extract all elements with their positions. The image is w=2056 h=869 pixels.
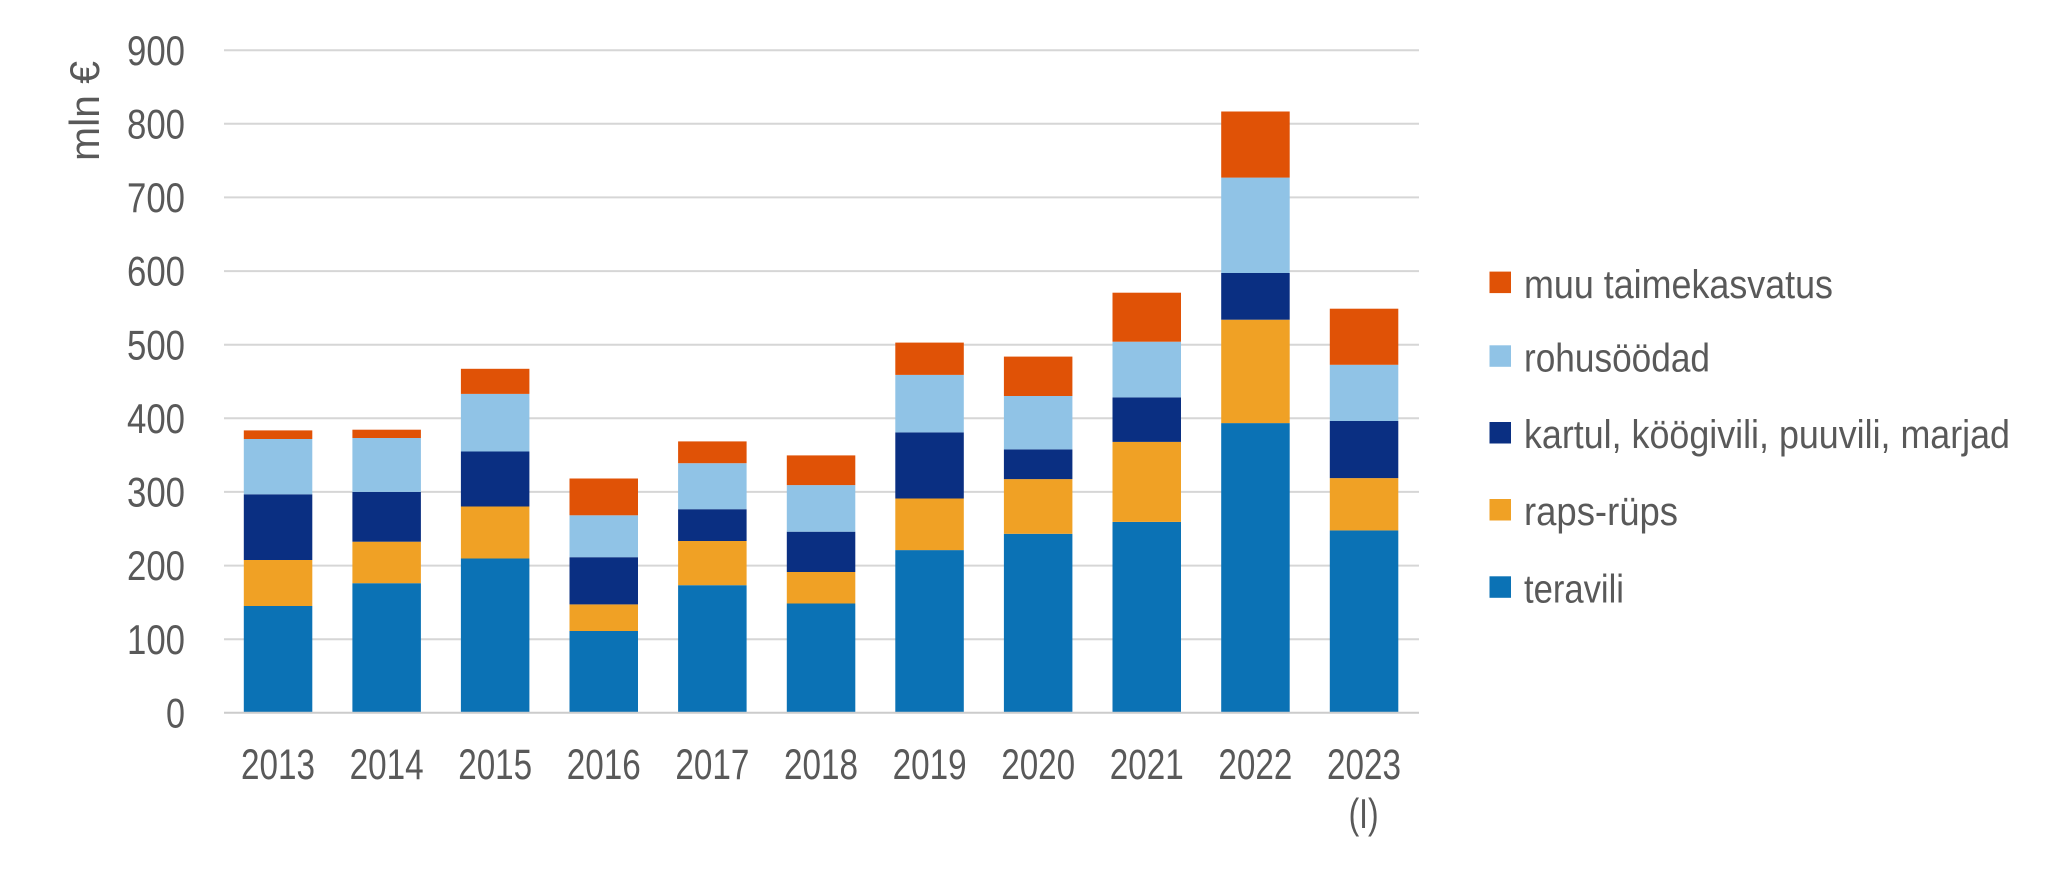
svg-text:kartul, köögivili, puuvili, ma: kartul, köögivili, puuvili, marjad [1524,413,2010,457]
svg-text:2023: 2023 [1327,741,1401,789]
svg-text:2017: 2017 [675,741,749,789]
svg-text:2018: 2018 [784,741,858,789]
svg-text:2013: 2013 [241,741,315,789]
svg-text:2014: 2014 [350,741,424,789]
svg-text:(I): (I) [1349,790,1379,837]
svg-text:2015: 2015 [458,741,532,789]
svg-text:2022: 2022 [1218,741,1292,789]
svg-text:raps-rüps: raps-rüps [1524,490,1678,534]
svg-text:2021: 2021 [1110,741,1184,789]
svg-text:2020: 2020 [1001,741,1075,789]
svg-text:600: 600 [127,248,185,295]
svg-text:200: 200 [127,542,185,589]
svg-text:100: 100 [127,616,185,663]
svg-text:mln €: mln € [61,61,108,161]
svg-text:teravili: teravili [1524,568,1624,612]
svg-text:900: 900 [127,27,185,74]
svg-text:rohusöödad: rohusöödad [1524,337,1710,381]
svg-text:700: 700 [127,174,185,221]
svg-text:muu taimekasvatus: muu taimekasvatus [1524,263,1833,307]
svg-text:2019: 2019 [893,741,967,789]
svg-text:400: 400 [127,395,185,442]
svg-text:300: 300 [127,469,185,516]
svg-text:0: 0 [166,689,185,736]
svg-text:2016: 2016 [567,741,641,789]
svg-text:800: 800 [127,100,185,147]
svg-text:500: 500 [127,321,185,368]
